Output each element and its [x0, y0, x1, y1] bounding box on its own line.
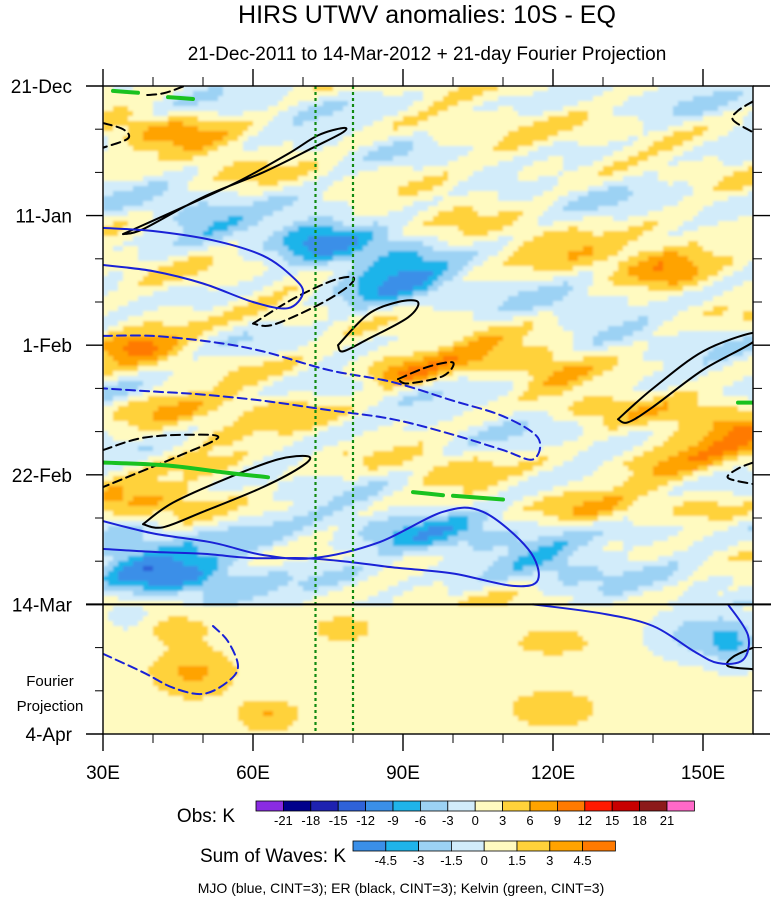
colorbar-level-4: 1.5	[508, 853, 526, 868]
colorbar-level-1: -18	[301, 813, 320, 828]
obs-colorbar: Obs: K -21 -18 -15 -12 -9 -6 -3 0 3 6 9 12 15 18 21	[177, 801, 694, 828]
waves-colorbar-label: Sum of Waves: K	[200, 846, 346, 867]
x-tick-label-1: 60E	[236, 763, 270, 784]
colorbar-level-0: -21	[274, 813, 293, 828]
colorbar-swatch-8	[475, 801, 502, 811]
colorbar-level-5: -6	[415, 813, 427, 828]
colorbar-swatch-14	[640, 801, 667, 811]
x-tick-label-2: 90E	[386, 763, 420, 784]
colorbar-swatch-12	[585, 801, 612, 811]
y-tick-label-3: 22-Feb	[12, 466, 72, 487]
colorbar-swatch-13	[612, 801, 639, 811]
colorbar-swatch-11	[557, 801, 584, 811]
colorbar-swatch-5	[393, 801, 420, 811]
colorbar-swatch-3	[451, 841, 484, 851]
colorbar-level-9: 6	[526, 813, 533, 828]
colorbar-swatch-1	[283, 801, 310, 811]
colorbar-level-3: 0	[481, 853, 488, 868]
obs-colorbar-label: Obs: K	[177, 806, 235, 827]
projection-label-line1: Fourier	[26, 673, 74, 690]
colorbar-level-0: -4.5	[375, 853, 397, 868]
colorbar-swatch-10	[530, 801, 557, 811]
colorbar-swatch-0	[256, 801, 283, 811]
colorbar-level-1: -3	[413, 853, 425, 868]
colorbar-level-6: 4.5	[574, 853, 592, 868]
colorbar-swatch-3	[338, 801, 365, 811]
colorbar-level-7: 0	[472, 813, 479, 828]
colorbar-swatch-4	[366, 801, 393, 811]
colorbar-level-14: 21	[660, 813, 674, 828]
colorbar-level-6: -3	[442, 813, 454, 828]
kelvin-contour-17	[113, 91, 138, 93]
colorbar-swatch-9	[503, 801, 530, 811]
colorbar-level-2: -1.5	[440, 853, 462, 868]
colorbar-level-4: -9	[387, 813, 399, 828]
chart-subtitle: 21-Dec-2011 to 14-Mar-2012 + 21-day Four…	[188, 44, 667, 65]
chart-title: HIRS UTWV anomalies: 10S - EQ	[238, 1, 616, 29]
colorbar-swatch-6	[550, 841, 583, 851]
colorbar-swatch-6	[420, 801, 447, 811]
y-tick-label-2: 1-Feb	[22, 336, 72, 357]
colorbar-swatch-5	[517, 841, 550, 851]
colorbar-level-11: 12	[578, 813, 592, 828]
x-tick-label-3: 120E	[531, 763, 575, 784]
colorbar-swatch-7	[448, 801, 475, 811]
colorbar-level-2: -15	[329, 813, 348, 828]
colorbar-level-5: 3	[546, 853, 553, 868]
colorbar-swatch-15	[667, 801, 694, 811]
colorbar-swatch-1	[386, 841, 419, 851]
kelvin-contour-18	[168, 97, 193, 99]
colorbar-level-8: 3	[499, 813, 506, 828]
colorbar-swatch-0	[353, 841, 386, 851]
y-tick-label-4: 14-Mar	[12, 595, 73, 616]
colorbar-level-12: 15	[605, 813, 619, 828]
projection-label-line2: Projection	[17, 698, 84, 715]
heatmap-field	[103, 86, 759, 737]
colorbar-level-10: 9	[554, 813, 561, 828]
x-tick-label-0: 30E	[86, 763, 120, 784]
waves-colorbar: Sum of Waves: K -4.5 -3 -1.5 0 1.5 3 4.5	[200, 841, 615, 868]
colorbar-swatch-7	[583, 841, 616, 851]
colorbar-swatch-2	[311, 801, 338, 811]
colorbar-swatch-4	[484, 841, 517, 851]
y-tick-label-5: 4-Apr	[26, 725, 73, 746]
footnote: MJO (blue, CINT=3); ER (black, CINT=3); …	[198, 880, 605, 896]
colorbar-level-13: 18	[632, 813, 646, 828]
colorbar-level-3: -12	[356, 813, 375, 828]
y-tick-label-0: 21-Dec	[11, 77, 72, 98]
x-tick-label-4: 150E	[681, 763, 725, 784]
colorbar-swatch-2	[419, 841, 452, 851]
y-tick-label-1: 11-Jan	[15, 207, 72, 228]
